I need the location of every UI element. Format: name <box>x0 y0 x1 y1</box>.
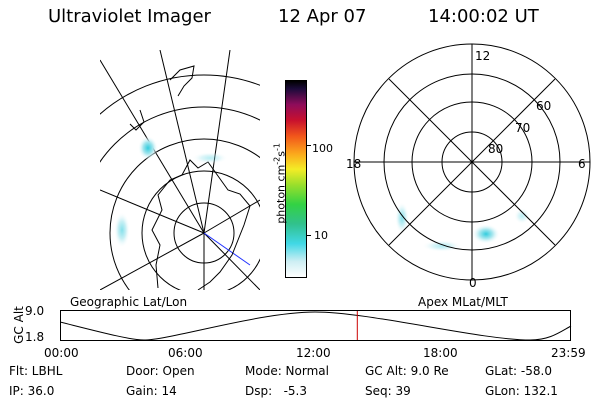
gc-altitude-status: GC Alt: 9.0 Re <box>365 364 449 378</box>
mode-status: Mode: Normal <box>245 364 329 378</box>
mlt-label-12: 12 <box>475 49 490 63</box>
mlt-label-6: 6 <box>578 157 586 171</box>
date-label: 12 Apr 07 <box>278 6 367 27</box>
lat-label-60: 60 <box>536 99 551 113</box>
colorbar-tickmark-10 <box>306 235 311 236</box>
colorbar-unit-label: photon cm-2s-1 <box>272 143 288 224</box>
color-scale-bar <box>285 80 307 278</box>
door-status: Door: Open <box>126 364 195 378</box>
geographic-longitude-status: GLon: 132.1 <box>485 384 558 398</box>
mlt-label-0: 0 <box>469 276 477 290</box>
time-label: 14:00:02 UT <box>428 6 539 27</box>
altitude-tick-high: 9.0 <box>25 304 45 318</box>
lat-label-70: 70 <box>515 121 530 135</box>
lat-label-80: 80 <box>488 142 503 156</box>
dsp-status: Dsp: -5.3 <box>245 384 308 398</box>
geographic-latitude-status: GLat: -58.0 <box>485 364 552 378</box>
time-tick-0600: 06:00 <box>168 346 203 360</box>
time-tick-1200: 12:00 <box>296 346 331 360</box>
mlt-label-18: 18 <box>346 157 361 171</box>
instrument-title: Ultraviolet Imager <box>48 6 211 27</box>
ip-status: IP: 36.0 <box>9 384 55 398</box>
filter-status: Flt: LBHL <box>9 364 63 378</box>
magnetic-projection-label: Apex MLat/MLT <box>418 295 508 309</box>
altitude-tick-low: 1.8 <box>25 330 45 344</box>
geographic-map <box>100 50 260 290</box>
magnetic-polar-plot: 12 18 6 0 60 70 80 <box>346 43 591 290</box>
geographic-projection-label: Geographic Lat/Lon <box>70 295 188 309</box>
time-tick-2359: 23:59 <box>551 346 586 360</box>
gain-status: Gain: 14 <box>126 384 177 398</box>
altitude-plot <box>60 310 572 341</box>
time-tick-1800: 18:00 <box>423 346 458 360</box>
colorbar-tick-10: 10 <box>314 229 328 242</box>
time-tick-0000: 00:00 <box>44 346 79 360</box>
sequence-status: Seq: 39 <box>365 384 411 398</box>
colorbar-tick-100: 100 <box>312 142 333 155</box>
altitude-axis-label: GC Alt <box>12 306 26 344</box>
colorbar-tickmark-100 <box>306 145 311 146</box>
